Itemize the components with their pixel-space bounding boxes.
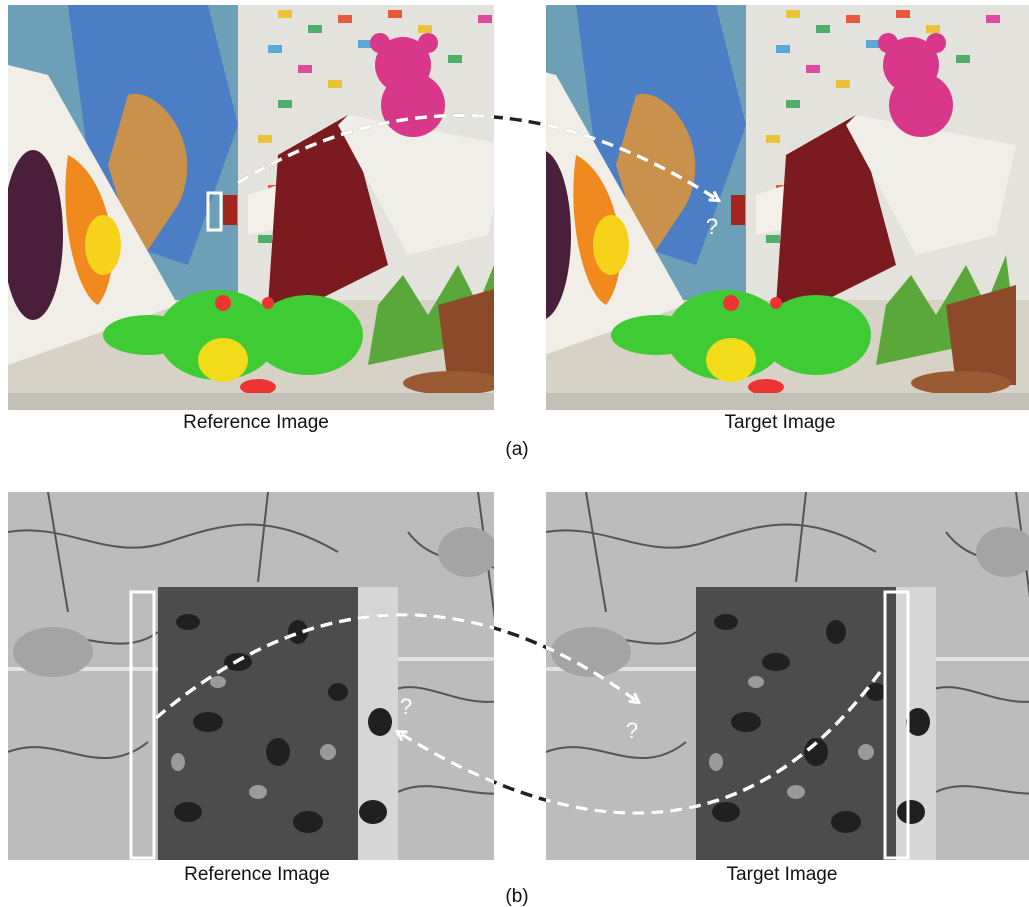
panel-label: (b): [505, 886, 528, 907]
caption: Target Image: [727, 864, 838, 885]
caption: Target Image: [725, 412, 836, 433]
caption: Reference Image: [184, 864, 330, 885]
question-mark: ?: [400, 694, 412, 719]
target-image-a: [511, 5, 1029, 410]
reference-image-b: [8, 492, 548, 860]
caption: Reference Image: [183, 412, 329, 433]
figure: ? ? ? Reference Image Target Image (a) R…: [0, 0, 1029, 907]
panel-label: (a): [505, 439, 528, 460]
target-image-b: [546, 492, 1029, 860]
question-mark: ?: [626, 718, 638, 743]
page: ? ? ? Reference Image Target Image (a) R…: [0, 0, 1029, 907]
reference-image-a: [3, 5, 548, 410]
question-mark: ?: [706, 214, 718, 239]
